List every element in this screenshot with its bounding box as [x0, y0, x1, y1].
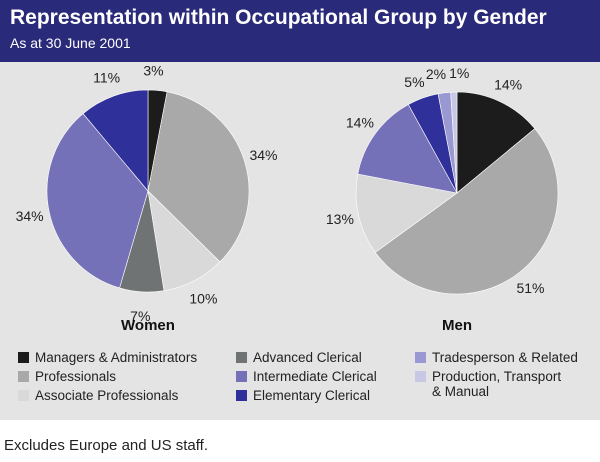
- legend-swatch-professionals: [18, 371, 29, 382]
- data-label-men-associate-professionals: 13%: [326, 211, 354, 227]
- legend-label-intermediate-clerical: Intermediate Clerical: [253, 369, 377, 384]
- legend-swatch-managers-administrators: [18, 352, 29, 363]
- chart-subtitle: As at 30 June 2001: [10, 35, 131, 51]
- data-label-men-tradesperson-related: 2%: [426, 66, 446, 82]
- legend-swatch-intermediate-clerical: [236, 371, 247, 382]
- legend-label-production-transport-manual: Production, Transport: [432, 369, 561, 384]
- data-label-women-elementary-clerical: 11%: [93, 69, 120, 85]
- pie-title-men: Men: [442, 317, 472, 334]
- data-label-women-intermediate-clerical: 34%: [16, 208, 44, 224]
- pie-slice-women-intermediate-clerical: [46, 113, 149, 289]
- data-label-men-intermediate-clerical: 14%: [346, 115, 374, 131]
- data-label-men-professionals: 51%: [516, 280, 544, 296]
- legend-label-associate-professionals: Associate Professionals: [35, 388, 179, 403]
- legend-swatch-tradesperson-related: [415, 352, 426, 363]
- pie-slice-women-professionals: [147, 91, 250, 263]
- data-label-men-production-transport-manual: 1%: [449, 65, 469, 81]
- legend-label-tradesperson-related: Tradesperson & Related: [432, 350, 578, 365]
- legend-label-production-transport-manual-line2: & Manual: [432, 384, 489, 399]
- data-label-women-associate-professionals: 10%: [189, 291, 217, 307]
- legend-swatch-advanced-clerical: [236, 352, 247, 363]
- pie-slice-men-production-transport-manual: [450, 91, 458, 194]
- pie-slice-men-intermediate-clerical: [357, 104, 458, 194]
- chart-header: Representation within Occupational Group…: [0, 0, 600, 62]
- pie-title-women: Women: [121, 317, 175, 334]
- data-label-women-advanced-clerical: 7%: [130, 308, 150, 324]
- legend-label-advanced-clerical: Advanced Clerical: [253, 350, 362, 365]
- footnote: Excludes Europe and US staff.: [4, 437, 209, 454]
- pie-slice-women-elementary-clerical: [82, 89, 149, 192]
- legend-swatch-production-transport-manual: [415, 371, 426, 382]
- data-label-women-professionals: 34%: [249, 147, 277, 163]
- data-label-men-managers-administrators: 14%: [494, 76, 522, 92]
- legend-swatch-associate-professionals: [18, 390, 29, 401]
- pie-slice-men-professionals: [374, 128, 559, 295]
- chart-title: Representation within Occupational Group…: [10, 6, 547, 29]
- legend-label-elementary-clerical: Elementary Clerical: [253, 388, 370, 403]
- data-label-men-elementary-clerical: 5%: [404, 74, 424, 90]
- legend-label-professionals: Professionals: [35, 369, 116, 384]
- pie-slice-men-associate-professionals: [355, 173, 458, 253]
- legend-swatch-elementary-clerical: [236, 390, 247, 401]
- pie-slice-men-managers-administrators: [456, 91, 536, 194]
- data-label-women-managers-administrators: 3%: [143, 63, 163, 79]
- legend-label-managers-administrators: Managers & Administrators: [35, 350, 197, 365]
